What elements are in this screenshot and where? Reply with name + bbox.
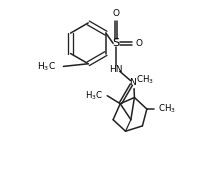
Text: H$_3$C: H$_3$C xyxy=(85,90,103,102)
Text: CH$_3$: CH$_3$ xyxy=(158,103,175,115)
Text: S: S xyxy=(112,38,119,48)
Text: N: N xyxy=(129,78,136,87)
Text: H$_3$C: H$_3$C xyxy=(37,60,56,73)
Text: O: O xyxy=(135,39,142,48)
Text: HN: HN xyxy=(109,65,123,74)
Text: CH$_3$: CH$_3$ xyxy=(136,73,154,86)
Text: O: O xyxy=(112,9,119,18)
